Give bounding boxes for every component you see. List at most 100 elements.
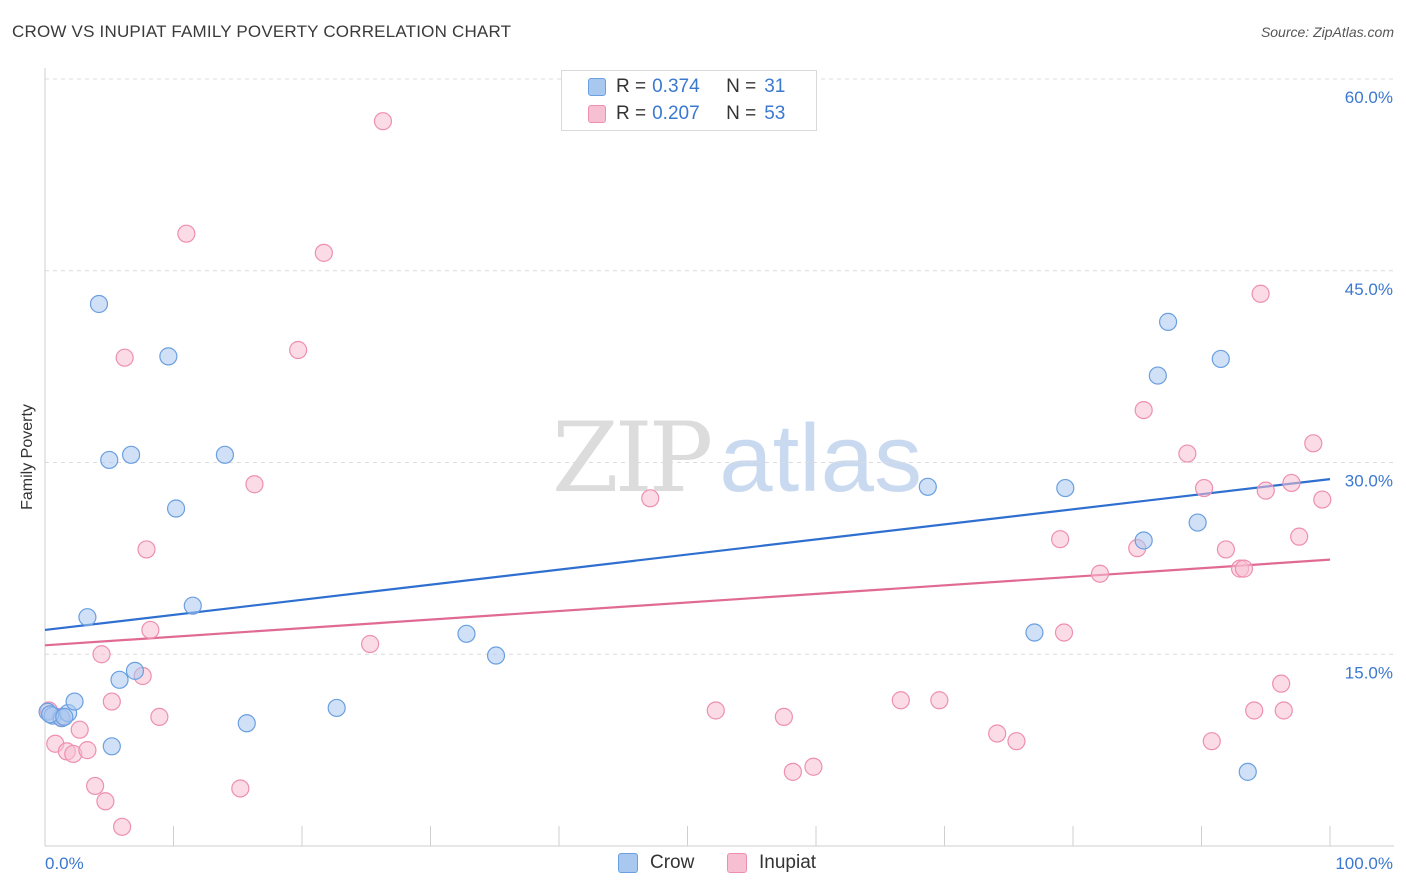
crow-point xyxy=(237,714,256,733)
crow-point xyxy=(121,445,141,464)
crow-point xyxy=(1238,762,1257,781)
inupiat-point xyxy=(289,340,308,360)
inupiat-point xyxy=(96,792,115,811)
crow-point xyxy=(78,608,97,627)
inupiat-point xyxy=(641,489,660,508)
crow-point xyxy=(1025,623,1044,642)
inupiat-point xyxy=(102,692,121,711)
inupiat-point xyxy=(1178,444,1197,463)
legend-r-value: 0.207 xyxy=(652,103,700,124)
inupiat-point xyxy=(92,645,111,664)
watermark: ZIP atlas xyxy=(552,402,922,514)
inupiat-point xyxy=(891,691,910,710)
inupiat-point xyxy=(1256,481,1275,500)
chart-title: CROW VS INUPIAT FAMILY POVERTY CORRELATI… xyxy=(12,22,512,41)
inupiat-point xyxy=(86,776,105,796)
crow-point xyxy=(110,670,129,689)
x-tick-label: 100.0% xyxy=(1335,854,1393,873)
legend-n-label: N = xyxy=(726,76,757,97)
inupiat-point xyxy=(783,762,802,781)
crow-point xyxy=(89,294,109,314)
inupiat-point xyxy=(1290,527,1309,546)
crow-point xyxy=(55,707,74,726)
inupiat-point xyxy=(314,243,333,262)
legend-r-value: 0.374 xyxy=(652,76,700,97)
inupiat-point xyxy=(930,691,949,710)
crow-point xyxy=(125,661,145,680)
watermark-atlas: atlas xyxy=(719,405,922,512)
crow-point xyxy=(1158,312,1178,331)
crow-point xyxy=(159,347,178,366)
legend-item-crow: Crow xyxy=(618,852,694,874)
inupiat-point xyxy=(78,741,97,760)
inupiat-point xyxy=(1051,530,1070,549)
x-tick-label: 0.0% xyxy=(45,854,84,873)
crow-point xyxy=(457,624,476,643)
inupiat-point xyxy=(141,620,160,640)
crow-point xyxy=(1148,366,1167,385)
legend-swatch-crow xyxy=(588,78,606,96)
inupiat-point xyxy=(1304,434,1323,453)
legend-r-label: R = xyxy=(616,103,647,124)
inupiat-point xyxy=(1134,400,1153,420)
crow-point xyxy=(1188,513,1207,532)
inupiat-point xyxy=(177,224,196,243)
inupiat-point xyxy=(1194,478,1214,498)
legend-swatch-crow xyxy=(618,853,638,873)
inupiat-trendline xyxy=(44,558,1331,647)
inupiat-point xyxy=(231,779,250,798)
point-layer xyxy=(38,112,1332,836)
inupiat-point xyxy=(373,112,393,131)
inupiat-point xyxy=(112,817,132,836)
crow-point xyxy=(183,596,202,615)
trendline-layer xyxy=(44,478,1331,647)
inupiat-point xyxy=(1282,473,1301,493)
y-tick-label: 30.0% xyxy=(1345,472,1393,491)
crow-trendline xyxy=(44,478,1331,632)
inupiat-point xyxy=(150,707,169,726)
inupiat-point xyxy=(245,475,264,494)
inupiat-point xyxy=(1313,490,1332,509)
inupiat-point xyxy=(804,757,823,776)
legend-n-value: 53 xyxy=(764,103,786,124)
crow-point xyxy=(1211,349,1230,369)
legend-row-inupiat: R = 0.207 N = 53 xyxy=(588,103,785,125)
inupiat-point xyxy=(1234,559,1254,578)
y-tick-label: 60.0% xyxy=(1345,88,1393,107)
watermark-zip: ZIP xyxy=(552,402,713,514)
inupiat-point xyxy=(774,707,793,726)
crow-point xyxy=(166,499,186,518)
inupiat-point xyxy=(1054,623,1074,642)
legend-label-crow: Crow xyxy=(650,852,695,873)
crow-point xyxy=(1134,531,1153,550)
inupiat-point xyxy=(115,348,134,367)
legend-n-value: 31 xyxy=(764,76,786,97)
series-legend: Crow Inupiat xyxy=(0,852,1406,876)
y-tick-label: 15.0% xyxy=(1345,663,1393,682)
inupiat-point xyxy=(1245,701,1264,720)
legend-swatch-inupiat xyxy=(727,853,747,873)
inupiat-point xyxy=(1090,564,1110,583)
crow-point xyxy=(1056,478,1075,498)
inupiat-point xyxy=(70,720,89,739)
inupiat-point xyxy=(1272,674,1291,693)
stats-legend: R = 0.374 N = 31 R = 0.207 N = 53 xyxy=(561,70,817,131)
inupiat-point xyxy=(1007,732,1026,751)
inupiat-point xyxy=(988,724,1007,743)
legend-n-label: N = xyxy=(726,103,757,124)
tick-label-layer: 15.0% 30.0% 45.0% 60.0% 0.0% 100.0% xyxy=(45,88,1393,873)
crow-point xyxy=(486,646,506,665)
legend-item-inupiat: Inupiat xyxy=(727,852,816,874)
inupiat-point xyxy=(361,634,380,654)
crow-point xyxy=(327,698,346,718)
inupiat-point xyxy=(1202,732,1221,751)
source-label: Source: ZipAtlas.com xyxy=(1260,24,1394,40)
crow-point xyxy=(65,692,84,711)
crow-point xyxy=(215,445,234,464)
crow-point xyxy=(102,737,121,756)
inupiat-point xyxy=(1274,701,1293,720)
legend-swatch-inupiat xyxy=(588,105,606,123)
inupiat-point xyxy=(137,540,156,559)
inupiat-point xyxy=(1251,284,1270,303)
